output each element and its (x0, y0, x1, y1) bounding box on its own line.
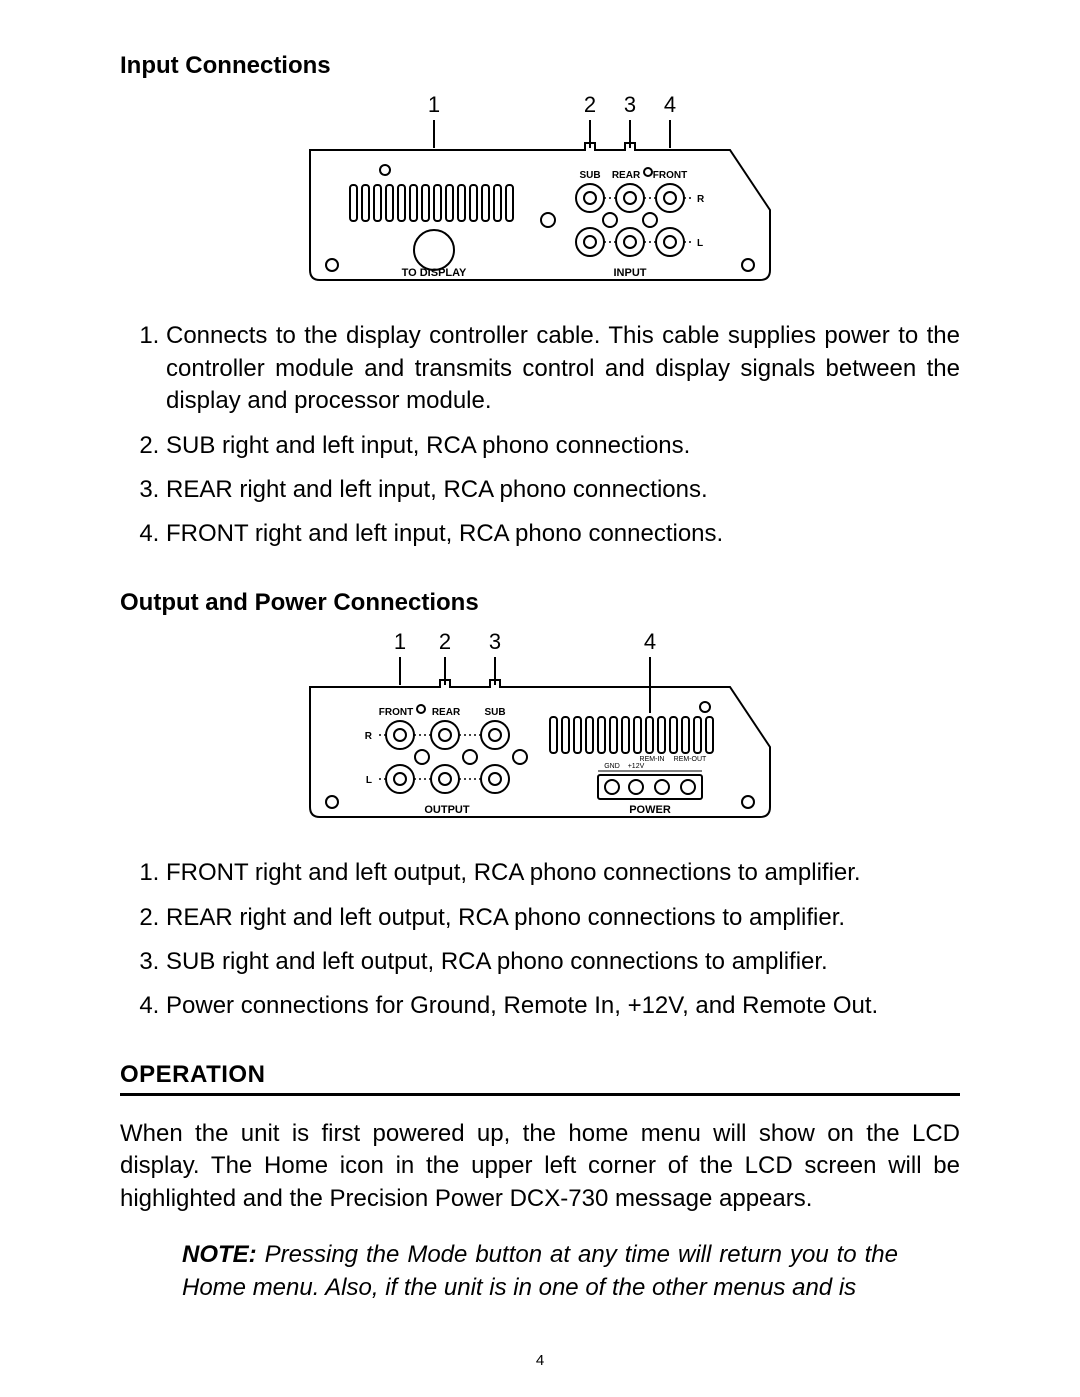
callout-1: 1 (428, 92, 440, 117)
operation-body: When the unit is first powered up, the h… (120, 1118, 960, 1215)
svg-text:OUTPUT: OUTPUT (424, 804, 470, 816)
svg-text:SUB: SUB (579, 170, 600, 181)
svg-text:+12V: +12V (628, 763, 645, 770)
list-item: REAR right and left output, RCA phono co… (166, 902, 960, 934)
section-heading-input: Input Connections (120, 50, 960, 82)
svg-text:FRONT: FRONT (379, 707, 413, 718)
note-text: Pressing the Mode button at any time wil… (182, 1241, 898, 1300)
section-heading-operation: OPERATION (120, 1059, 960, 1096)
svg-text:POWER: POWER (629, 804, 671, 816)
svg-text:3: 3 (489, 629, 501, 654)
svg-text:R: R (697, 194, 705, 205)
svg-text:GND: GND (604, 763, 620, 770)
callout-3: 3 (624, 92, 636, 117)
svg-text:REAR: REAR (432, 707, 461, 718)
callout-4: 4 (664, 92, 676, 117)
list-item: FRONT right and left input, RCA phono co… (166, 518, 960, 550)
svg-text:SUB: SUB (484, 707, 505, 718)
page-number: 4 (0, 1351, 1080, 1371)
list-item: SUB right and left input, RCA phono conn… (166, 430, 960, 462)
svg-text:REAR: REAR (612, 170, 641, 181)
svg-text:1: 1 (394, 629, 406, 654)
list-item: SUB right and left output, RCA phono con… (166, 946, 960, 978)
operation-note: NOTE: Pressing the Mode button at any ti… (182, 1239, 898, 1304)
svg-text:L: L (697, 238, 703, 249)
note-label: NOTE: (182, 1241, 257, 1268)
svg-text:INPUT: INPUT (614, 267, 647, 279)
output-connections-diagram: 1 2 3 4 FRONT REAR SUB R L OUTPUT POWER … (290, 627, 790, 827)
svg-text:TO DISPLAY: TO DISPLAY (402, 267, 467, 279)
svg-text:R: R (365, 731, 373, 742)
list-item: Power connections for Ground, Remote In,… (166, 990, 960, 1022)
section-heading-output: Output and Power Connections (120, 587, 960, 619)
svg-text:4: 4 (644, 629, 656, 654)
svg-text:L: L (366, 775, 372, 786)
callout-2: 2 (584, 92, 596, 117)
svg-text:REM-IN: REM-IN (640, 756, 665, 763)
list-item: Connects to the display controller cable… (166, 320, 960, 417)
list-item: FRONT right and left output, RCA phono c… (166, 857, 960, 889)
input-connections-list: Connects to the display controller cable… (120, 320, 960, 550)
list-item: REAR right and left input, RCA phono con… (166, 474, 960, 506)
svg-text:REM-OUT: REM-OUT (674, 756, 707, 763)
input-connections-diagram: 1 2 3 4 SUB REAR FRONT R L TO DISPLAY IN… (290, 90, 790, 290)
output-connections-list: FRONT right and left output, RCA phono c… (120, 857, 960, 1023)
svg-text:FRONT: FRONT (653, 170, 687, 181)
svg-text:2: 2 (439, 629, 451, 654)
